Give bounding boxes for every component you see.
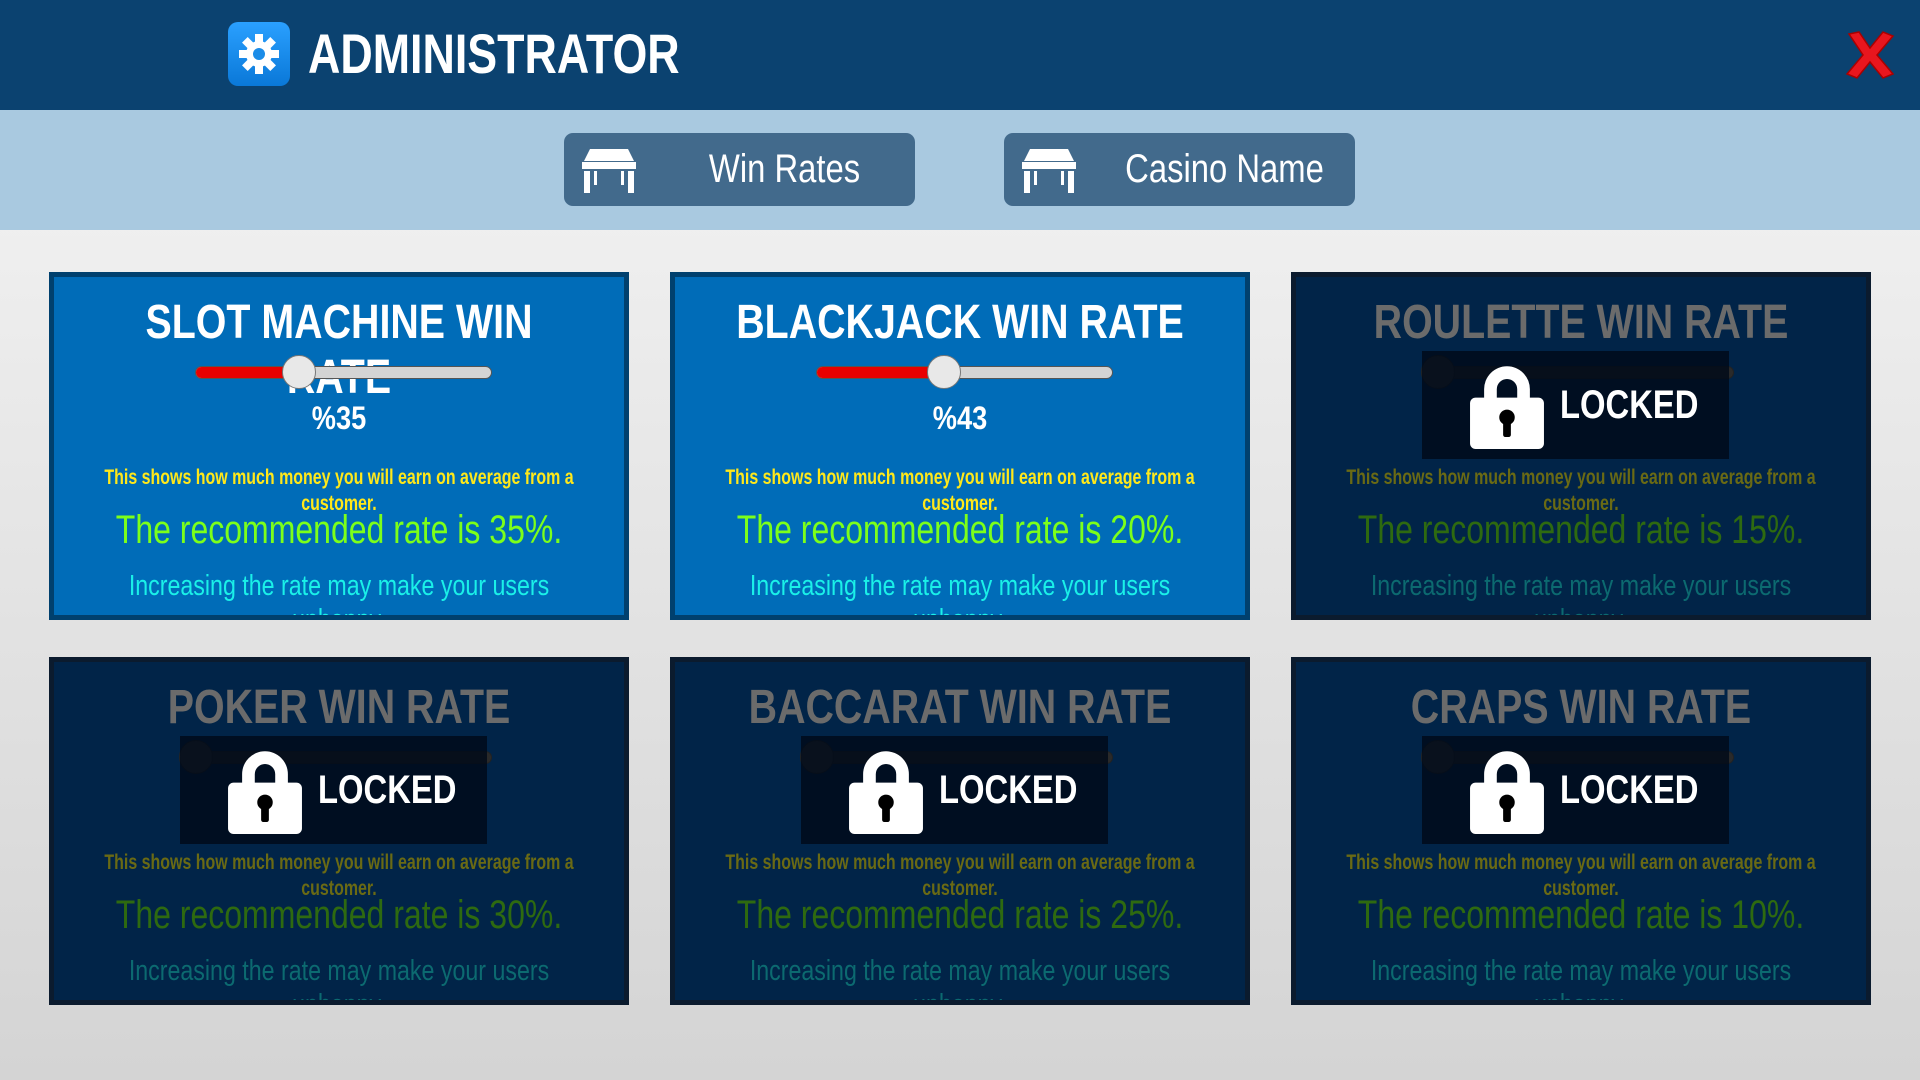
card-title: POKER WIN RATE — [167, 681, 511, 734]
description-text: This shows how much money you will earn … — [104, 466, 574, 515]
locked-overlay: LOCKED — [1422, 351, 1729, 459]
tab-label: Win Rates — [708, 147, 861, 191]
header-bar: ADMINISTRATOR — [0, 0, 1920, 110]
warning-text: Increasing the rate may make your users … — [128, 570, 550, 620]
description-text: This shows how much money you will earn … — [104, 851, 574, 900]
slider-fill — [817, 367, 944, 378]
card-poker: POKER WIN RATE This shows how much money… — [49, 657, 629, 1005]
recommended-rate-text: The recommended rate is 30%. — [115, 893, 563, 937]
table-icon — [582, 149, 636, 193]
lock-icon — [1470, 746, 1544, 839]
slider-handle[interactable] — [282, 355, 317, 389]
gear-icon — [228, 22, 290, 86]
tab-casino-name[interactable]: Casino Name — [1004, 133, 1355, 206]
card-slot-machine: SLOT MACHINE WIN RATE %35 This shows how… — [49, 272, 629, 620]
tab-win-rates[interactable]: Win Rates — [564, 133, 915, 206]
tab-bar: Win Rates Casino Name — [0, 110, 1920, 230]
locked-overlay: LOCKED — [801, 736, 1108, 844]
card-title: SLOT MACHINE WIN RATE — [145, 296, 533, 404]
tab-label: Casino Name — [1125, 147, 1324, 191]
card-title: ROULETTE WIN RATE — [1373, 296, 1789, 349]
card-title: CRAPS WIN RATE — [1410, 681, 1752, 734]
page-title: ADMINISTRATOR — [308, 22, 680, 85]
locked-label: LOCKED — [1560, 383, 1699, 427]
locked-label: LOCKED — [1560, 768, 1699, 812]
description-text: This shows how much money you will earn … — [1346, 851, 1816, 900]
card-blackjack: BLACKJACK WIN RATE %43 This shows how mu… — [670, 272, 1250, 620]
lock-icon — [1470, 361, 1544, 454]
recommended-rate-text: The recommended rate is 10%. — [1357, 893, 1805, 937]
rate-value: %35 — [311, 400, 367, 436]
rate-value: %43 — [932, 400, 988, 436]
card-baccarat: BACCARAT WIN RATE This shows how much mo… — [670, 657, 1250, 1005]
recommended-rate-text: The recommended rate is 15%. — [1357, 508, 1805, 552]
recommended-rate-text: The recommended rate is 25%. — [736, 893, 1184, 937]
win-rate-slider[interactable] — [195, 355, 492, 389]
close-icon[interactable] — [1843, 30, 1897, 80]
recommended-rate-text: The recommended rate is 20%. — [736, 508, 1184, 552]
locked-label: LOCKED — [318, 768, 457, 812]
table-icon — [1022, 149, 1076, 193]
description-text: This shows how much money you will earn … — [1346, 466, 1816, 515]
card-title: BACCARAT WIN RATE — [748, 681, 1172, 734]
warning-text: Increasing the rate may make your users … — [749, 955, 1171, 1005]
locked-overlay: LOCKED — [180, 736, 487, 844]
locked-overlay: LOCKED — [1422, 736, 1729, 844]
warning-text: Increasing the rate may make your users … — [1370, 570, 1792, 620]
warning-text: Increasing the rate may make your users … — [128, 955, 550, 1005]
description-text: This shows how much money you will earn … — [725, 466, 1195, 515]
lock-icon — [849, 746, 923, 839]
recommended-rate-text: The recommended rate is 35%. — [115, 508, 563, 552]
warning-text: Increasing the rate may make your users … — [749, 570, 1171, 620]
card-roulette: ROULETTE WIN RATE This shows how much mo… — [1291, 272, 1871, 620]
description-text: This shows how much money you will earn … — [725, 851, 1195, 900]
slider-fill — [196, 367, 300, 378]
win-rate-slider[interactable] — [816, 355, 1113, 389]
lock-icon — [228, 746, 302, 839]
locked-label: LOCKED — [939, 768, 1078, 812]
card-craps: CRAPS WIN RATE This shows how much money… — [1291, 657, 1871, 1005]
card-title: BLACKJACK WIN RATE — [736, 296, 1184, 349]
slider-handle[interactable] — [926, 355, 961, 389]
warning-text: Increasing the rate may make your users … — [1370, 955, 1792, 1005]
